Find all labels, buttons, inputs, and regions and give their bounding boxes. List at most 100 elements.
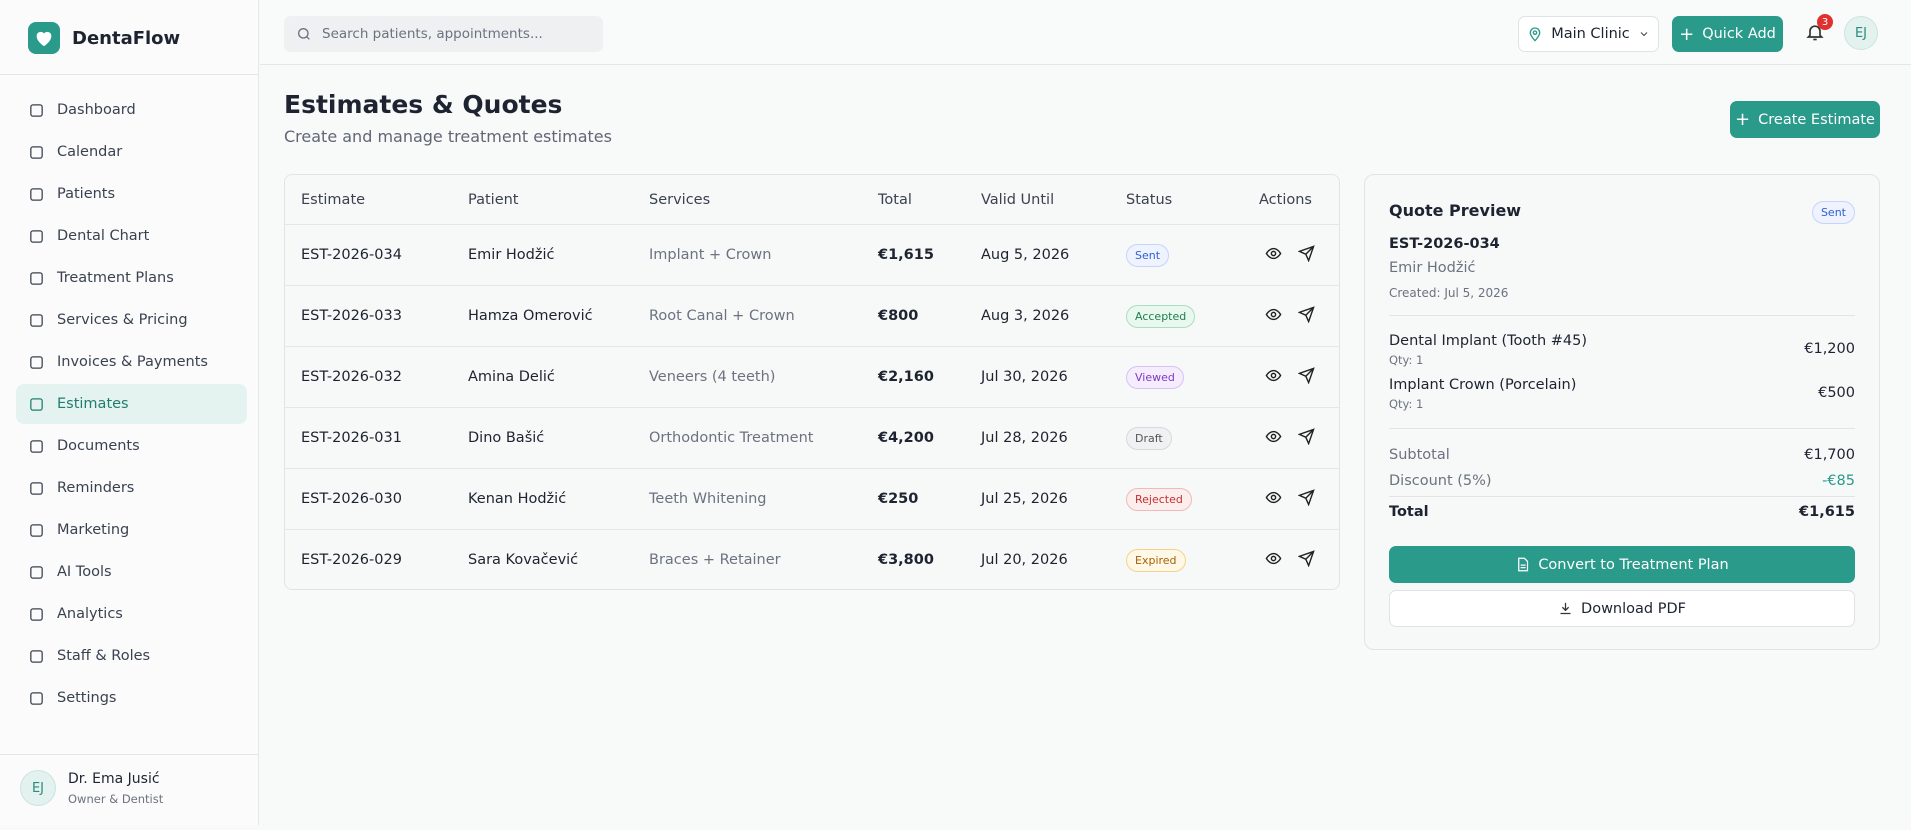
quote-preview: Quote Preview Sent EST-2026-034 Emir Hod…	[1364, 174, 1880, 650]
item-amount: €500	[1818, 385, 1855, 401]
user-role: Owner & Dentist	[68, 792, 164, 806]
view-action[interactable]	[1265, 550, 1282, 571]
table-row[interactable]: EST-2026-032 Amina Delić Veneers (4 teeth)…	[285, 346, 1339, 407]
create-estimate-label: Create Estimate	[1758, 111, 1875, 128]
header: Search patients, appointments... Main Cl…	[260, 0, 1911, 65]
table-row[interactable]: EST-2026-029 Sara Kovačević Braces + Retai…	[285, 529, 1339, 589]
estimate-id: EST-2026-030	[301, 491, 402, 507]
nav-label: Documents	[57, 438, 140, 454]
quick-add-label: Quick Add	[1702, 26, 1776, 42]
view-action[interactable]	[1265, 428, 1282, 449]
subtotal: €1,700	[1804, 447, 1855, 463]
table-row[interactable]: EST-2026-034 Emir Hodžić Implant + Crown €1…	[285, 224, 1339, 285]
valid-until: Aug 5, 2026	[981, 247, 1070, 263]
convert-label: Convert to Treatment Plan	[1538, 556, 1729, 573]
status-cell: Rejected	[1126, 469, 1192, 529]
nav-item[interactable]: Documents	[16, 426, 247, 466]
nav-item[interactable]: Patients	[16, 174, 247, 214]
actions	[1265, 530, 1315, 589]
download-button[interactable]: Download PDF	[1389, 590, 1855, 627]
nav-item[interactable]: Calendar	[16, 132, 247, 172]
nav-item[interactable]: Reminders	[16, 468, 247, 508]
status-badge: Draft	[1126, 426, 1172, 450]
nav-item[interactable]: Invoices & Payments	[16, 342, 247, 382]
nav-item[interactable]: Services & Pricing	[16, 300, 247, 340]
estimate-id: EST-2026-029	[301, 552, 402, 568]
header-avatar[interactable]: EJ	[1844, 16, 1878, 50]
view-action[interactable]	[1265, 306, 1282, 327]
valid-until: Aug 3, 2026	[981, 308, 1070, 324]
nav-item[interactable]: Staff & Roles	[16, 636, 247, 676]
send-action[interactable]	[1297, 244, 1315, 266]
nav-label: AI Tools	[57, 564, 112, 580]
send-action[interactable]	[1297, 549, 1315, 571]
patient: Sara Kovačević	[468, 552, 579, 568]
nav-label: Dental Chart	[57, 228, 150, 244]
nav-item[interactable]: AI Tools	[16, 552, 247, 592]
view-action[interactable]	[1265, 245, 1282, 266]
services: Implant + Crown	[649, 247, 772, 263]
column-header: Total	[878, 191, 912, 208]
view-action[interactable]	[1265, 489, 1282, 510]
column-header: Services	[649, 191, 711, 208]
patient: Hamza Omerović	[468, 308, 593, 324]
nav-label: Analytics	[57, 606, 123, 622]
patient: Kenan Hodžić	[468, 491, 567, 507]
nav-item[interactable]: Settings	[16, 678, 247, 718]
nav-label: Marketing	[57, 522, 130, 538]
total: €3,800	[878, 552, 934, 568]
view-action[interactable]	[1265, 367, 1282, 388]
nav-item[interactable]: Dental Chart	[16, 216, 247, 256]
nav-label: Estimates	[57, 396, 129, 412]
table-row[interactable]: EST-2026-031 Dino Bašić Orthodontic Treatm…	[285, 407, 1339, 468]
preview-title: Quote Preview	[1389, 201, 1522, 220]
column-header: Patient	[468, 191, 519, 208]
search-placeholder: Search patients, appointments...	[322, 26, 543, 42]
estimate-id: EST-2026-033	[301, 308, 402, 324]
status-cell: Draft	[1126, 408, 1172, 468]
send-action[interactable]	[1297, 366, 1315, 388]
brand-name: DentaFlow	[72, 27, 181, 49]
item-qty: Qty: 1	[1389, 397, 1424, 411]
notifications[interactable]: 3	[1805, 14, 1833, 46]
convert-button[interactable]: Convert to Treatment Plan	[1389, 546, 1855, 583]
status-cell: Viewed	[1126, 347, 1184, 407]
item-name: Dental Implant (Tooth #45)	[1389, 333, 1588, 349]
quick-add[interactable]: + Quick Add	[1672, 16, 1783, 52]
page-subtitle: Create and manage treatment estimates	[284, 127, 612, 146]
location-select[interactable]: Main Clinic	[1518, 16, 1659, 52]
nav-label: Dashboard	[57, 102, 136, 118]
user-name: Dr. Ema Jusić	[68, 771, 160, 787]
estimate-id: EST-2026-034	[301, 247, 402, 263]
column-header: Actions	[1259, 191, 1312, 208]
send-action[interactable]	[1297, 427, 1315, 449]
patient: Emir Hodžić	[468, 247, 555, 263]
send-action[interactable]	[1297, 488, 1315, 510]
table-row[interactable]: EST-2026-030 Kenan Hodžić Teeth Whitening €…	[285, 468, 1339, 529]
table-row[interactable]: EST-2026-033 Hamza Omerović Root Canal + C…	[285, 285, 1339, 346]
status-badge: Sent	[1126, 243, 1170, 267]
status-cell: Expired	[1126, 530, 1186, 589]
status-badge: Viewed	[1126, 365, 1184, 389]
nav-label: Reminders	[57, 480, 135, 496]
total: €250	[878, 491, 919, 507]
valid-until: Jul 28, 2026	[981, 430, 1068, 446]
nav-label: Services & Pricing	[57, 312, 188, 328]
preview-patient: Emir Hodžić	[1389, 260, 1476, 276]
total: €1,615	[878, 247, 934, 263]
create-estimate[interactable]: + Create Estimate	[1730, 101, 1880, 138]
page-title: Estimates & Quotes	[284, 90, 563, 119]
actions	[1265, 286, 1315, 346]
nav-item[interactable]: Analytics	[16, 594, 247, 634]
nav-item[interactable]: Marketing	[16, 510, 247, 550]
patient: Amina Delić	[468, 369, 555, 385]
send-action[interactable]	[1297, 305, 1315, 327]
search[interactable]: Search patients, appointments...	[284, 16, 603, 52]
estimates-table: Estimate Patient Services Total Valid Until S…	[284, 174, 1340, 590]
preview-created: Created: Jul 5, 2026	[1389, 286, 1509, 300]
nav-item[interactable]: Estimates	[16, 384, 247, 424]
nav-item[interactable]: Treatment Plans	[16, 258, 247, 298]
nav-item[interactable]: Dashboard	[16, 90, 247, 130]
sidebar: DentaFlow Dashboard Calendar Patients Denta…	[0, 0, 259, 825]
total: €4,200	[878, 430, 934, 446]
